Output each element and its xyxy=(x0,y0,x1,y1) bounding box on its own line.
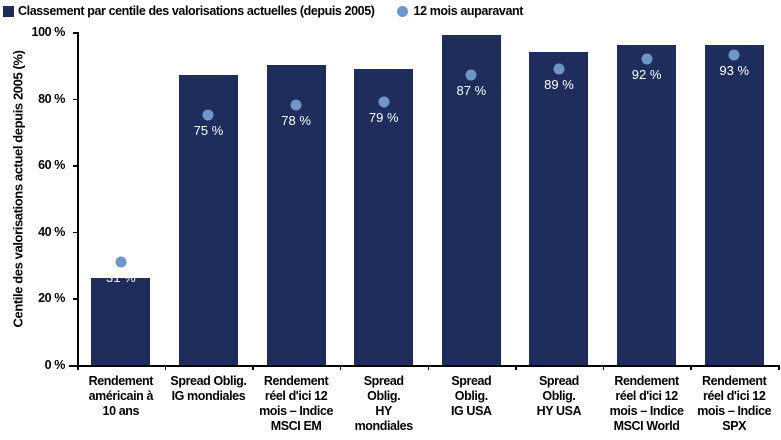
bar xyxy=(178,75,238,365)
x-tick-mark xyxy=(164,365,167,370)
y-tick-mark xyxy=(73,231,78,234)
x-tick-label: Rendement réel d'ici 12 mois – Indice MSCI … xyxy=(259,374,334,433)
data-label: 93 % xyxy=(719,63,750,79)
y-tick-label: 80 % xyxy=(38,91,65,106)
x-tick-label: Spread Oblig. IG USA xyxy=(450,374,492,418)
y-axis-line xyxy=(77,32,79,366)
y-tick-label: 40 % xyxy=(38,224,65,239)
x-tick-mark xyxy=(778,365,780,370)
x-tick-label: Spread Oblig. HY mondiales xyxy=(354,374,414,433)
legend-label-previous: 12 mois auparavant xyxy=(413,4,524,18)
previous-value-dot xyxy=(728,49,740,61)
x-tick-mark xyxy=(602,365,605,370)
legend-label-current: Classement par centile des valorisations… xyxy=(18,4,375,18)
x-tick-label: Rendement réel d'ici 12 mois – Indice SPX xyxy=(697,374,772,433)
data-label: 79 % xyxy=(368,109,399,125)
y-tick-mark xyxy=(73,32,78,34)
data-label: 31 % xyxy=(105,269,136,285)
x-tick-label: Spread Oblig. IG mondiales xyxy=(170,374,247,403)
data-label: 89 % xyxy=(544,76,574,92)
legend-swatch-bar xyxy=(3,5,14,17)
data-label: 75 % xyxy=(193,123,224,139)
x-tick-mark xyxy=(339,365,342,370)
bar xyxy=(266,65,326,365)
y-tick-label: 0 % xyxy=(44,358,66,372)
x-tick-mark xyxy=(515,365,517,370)
x-tick-label: Spread Oblig. HY USA xyxy=(536,374,582,418)
bar xyxy=(441,35,501,365)
bar xyxy=(529,51,589,365)
legend-swatch-dot xyxy=(396,5,408,17)
previous-value-dot xyxy=(290,99,302,111)
bar xyxy=(704,45,764,365)
x-tick-mark xyxy=(77,365,79,370)
previous-value-dot xyxy=(378,96,390,108)
y-tick-label: 60 % xyxy=(38,158,65,173)
y-tick-mark xyxy=(73,365,78,367)
y-tick-label: 20 % xyxy=(38,291,65,306)
x-tick-label: Rendement américain à 10 ans xyxy=(88,374,154,418)
x-tick-mark xyxy=(252,365,254,370)
x-axis-line xyxy=(69,365,779,367)
data-label: 78 % xyxy=(281,113,311,129)
data-label: 87 % xyxy=(456,83,487,99)
y-tick-label: 100 % xyxy=(31,25,66,39)
bar xyxy=(617,45,677,365)
chart-legend: Classement par centile des valorisations… xyxy=(3,3,523,19)
previous-value-dot xyxy=(202,109,214,121)
bar xyxy=(91,278,151,365)
y-tick-mark xyxy=(73,98,78,101)
y-axis-title: Centile des valorisations actuel depuis … xyxy=(10,50,26,328)
y-tick-mark xyxy=(73,165,78,167)
x-tick-mark xyxy=(690,365,692,370)
previous-value-dot xyxy=(115,256,127,268)
previous-value-dot xyxy=(641,53,653,65)
y-tick-mark xyxy=(73,298,78,300)
x-tick-label: Rendement réel d'ici 12 mois – Indice MSCI … xyxy=(609,374,684,433)
x-tick-mark xyxy=(427,365,429,370)
data-label: 92 % xyxy=(631,66,662,82)
previous-value-dot xyxy=(465,69,477,81)
bar xyxy=(354,68,414,365)
previous-value-dot xyxy=(553,63,565,75)
